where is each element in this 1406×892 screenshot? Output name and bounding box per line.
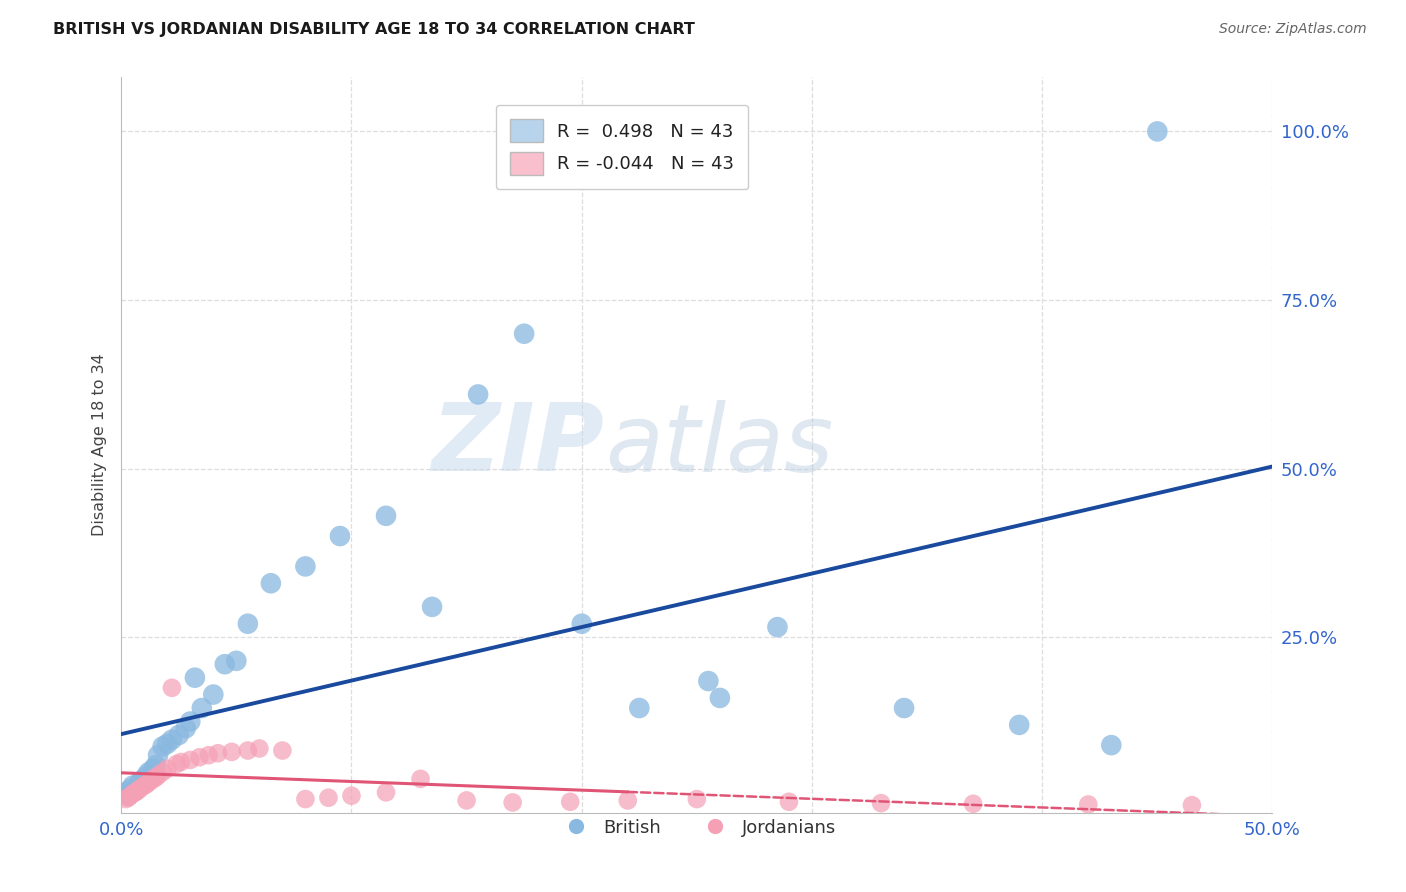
Point bbox=[138, 775, 160, 789]
Point bbox=[124, 784, 146, 798]
Point bbox=[207, 746, 229, 760]
Point bbox=[120, 781, 142, 796]
Point bbox=[236, 616, 259, 631]
Point bbox=[134, 772, 156, 786]
Point bbox=[128, 781, 150, 796]
Point bbox=[160, 732, 183, 747]
Point bbox=[571, 616, 593, 631]
Point bbox=[174, 721, 197, 735]
Point bbox=[145, 771, 167, 785]
Point bbox=[420, 599, 443, 614]
Point bbox=[1077, 797, 1099, 812]
Point bbox=[184, 671, 207, 685]
Point bbox=[114, 785, 136, 799]
Point bbox=[114, 792, 136, 806]
Point bbox=[146, 768, 169, 782]
Point bbox=[128, 775, 150, 789]
Point bbox=[513, 326, 536, 341]
Point bbox=[870, 796, 893, 810]
Point bbox=[127, 784, 149, 798]
Point bbox=[141, 773, 163, 788]
Point bbox=[141, 771, 163, 785]
Point bbox=[117, 789, 139, 803]
Point bbox=[156, 737, 179, 751]
Point bbox=[134, 779, 156, 793]
Point bbox=[124, 785, 146, 799]
Point bbox=[375, 508, 398, 523]
Point bbox=[271, 743, 294, 757]
Point bbox=[121, 787, 143, 801]
Point bbox=[214, 657, 236, 672]
Legend: British, Jordanians: British, Jordanians bbox=[550, 812, 844, 844]
Point bbox=[166, 757, 188, 772]
Point bbox=[225, 654, 247, 668]
Point bbox=[167, 728, 190, 742]
Point bbox=[131, 780, 153, 794]
Point bbox=[893, 701, 915, 715]
Point bbox=[152, 765, 174, 780]
Point bbox=[1099, 738, 1122, 752]
Point bbox=[628, 701, 651, 715]
Point bbox=[502, 796, 524, 810]
Point bbox=[329, 529, 352, 543]
Point bbox=[152, 739, 174, 754]
Point bbox=[131, 773, 153, 788]
Point bbox=[188, 750, 211, 764]
Text: atlas: atlas bbox=[605, 400, 832, 491]
Point bbox=[179, 753, 201, 767]
Point bbox=[318, 790, 340, 805]
Point bbox=[766, 620, 789, 634]
Point bbox=[142, 772, 165, 786]
Point bbox=[962, 797, 984, 811]
Point bbox=[221, 745, 243, 759]
Text: Source: ZipAtlas.com: Source: ZipAtlas.com bbox=[1219, 22, 1367, 37]
Point bbox=[121, 779, 143, 793]
Point bbox=[375, 785, 398, 799]
Point bbox=[197, 748, 219, 763]
Point bbox=[560, 795, 582, 809]
Point bbox=[236, 743, 259, 757]
Point bbox=[202, 688, 225, 702]
Point bbox=[1181, 798, 1204, 813]
Point bbox=[146, 748, 169, 763]
Point bbox=[340, 789, 363, 803]
Point bbox=[117, 790, 139, 805]
Point bbox=[191, 701, 214, 715]
Point bbox=[156, 762, 179, 776]
Point bbox=[1008, 718, 1031, 732]
Point bbox=[135, 768, 157, 782]
Point bbox=[778, 795, 800, 809]
Point bbox=[294, 559, 316, 574]
Point bbox=[697, 674, 720, 689]
Point bbox=[145, 758, 167, 772]
Point bbox=[686, 792, 709, 806]
Point bbox=[467, 387, 489, 401]
Point bbox=[138, 765, 160, 780]
Point bbox=[1146, 124, 1168, 138]
Point bbox=[294, 792, 316, 806]
Point bbox=[160, 681, 183, 695]
Point bbox=[142, 762, 165, 776]
Point bbox=[135, 777, 157, 791]
Y-axis label: Disability Age 18 to 34: Disability Age 18 to 34 bbox=[93, 353, 107, 536]
Text: BRITISH VS JORDANIAN DISABILITY AGE 18 TO 34 CORRELATION CHART: BRITISH VS JORDANIAN DISABILITY AGE 18 T… bbox=[53, 22, 696, 37]
Point bbox=[409, 772, 432, 786]
Point bbox=[127, 780, 149, 794]
Point bbox=[456, 793, 478, 807]
Point bbox=[616, 793, 638, 807]
Point bbox=[170, 755, 193, 769]
Point bbox=[247, 741, 270, 756]
Point bbox=[709, 690, 731, 705]
Text: ZIP: ZIP bbox=[432, 399, 605, 491]
Point bbox=[260, 576, 283, 591]
Point bbox=[179, 714, 201, 729]
Point bbox=[120, 789, 142, 803]
